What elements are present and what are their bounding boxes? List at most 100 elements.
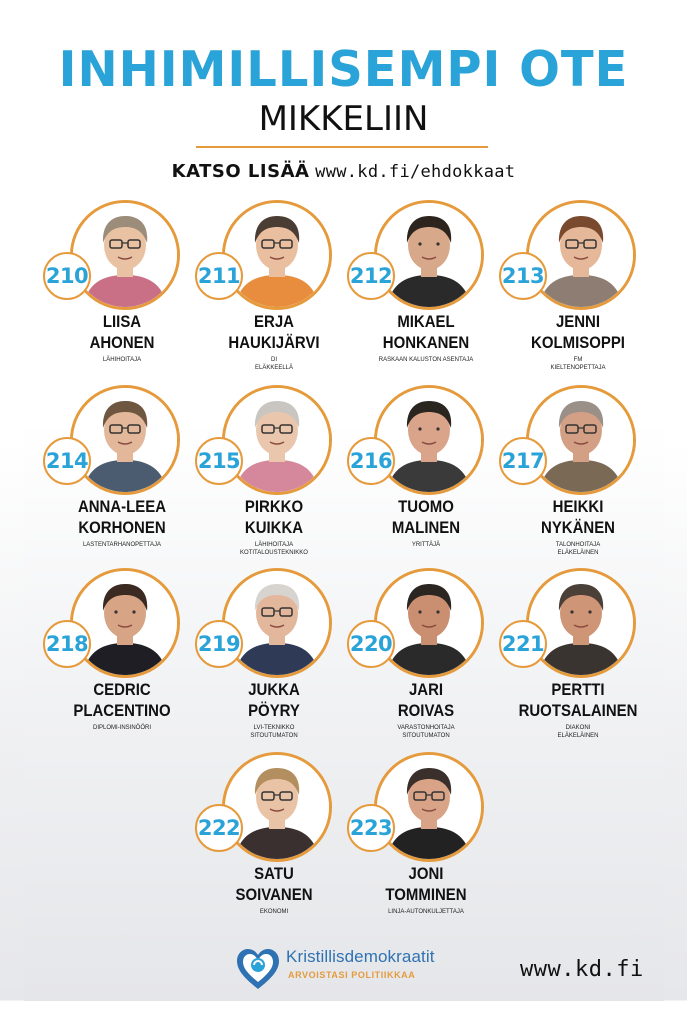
candidate-occupation: DIPLOMI-INSINÖÖRI — [43, 724, 201, 732]
candidate-name: TUOMO MALINEN — [356, 496, 495, 538]
portrait-drawing — [225, 388, 329, 492]
candidate-portrait — [222, 568, 332, 678]
candidate-card[interactable]: 215 PIRKKO KUIKKA LÄHIHOITAJA KOTITALOUSTEKN… — [195, 385, 345, 560]
candidate-first-name: JUKKA — [248, 680, 300, 699]
occupation-line: LÄHIHOITAJA — [254, 542, 294, 548]
candidate-occupation: VARASTONHOITAJA SITOUTUMATON — [347, 724, 505, 740]
poster-title: INHIMILLISEMPI OTE — [58, 41, 629, 98]
candidate-name: SATU SOIVANEN — [204, 863, 343, 905]
candidate-occupation: DI ELÄKKEELLÄ — [195, 356, 353, 372]
cta-url-link[interactable]: www.kd.fi/ehdokkaat — [315, 162, 516, 182]
candidate-name: JONI TOMMINEN — [356, 863, 495, 905]
candidate-portrait — [70, 200, 180, 310]
occupation-line: RASKAAN KALUSTON ASENTAJA — [378, 357, 474, 363]
candidate-last-name: RUOTSALAINEN — [518, 701, 638, 720]
occupation-line: YRITTÄJÄ — [411, 542, 441, 548]
candidate-last-name: HAUKIJÄRVI — [228, 333, 320, 352]
candidate-occupation: YRITTÄJÄ — [347, 541, 505, 549]
candidate-last-name: KOLMISOPPI — [531, 333, 625, 352]
candidate-card[interactable]: 219 JUKKA PÖYRY LVI-TEKNIKKO SITOUTUMATON — [195, 568, 345, 743]
cta-line: KATSO LISÄÄ www.kd.fi/ehdokkaat — [0, 159, 687, 185]
candidate-occupation: LASTENTARHANOPETTAJA — [43, 541, 201, 549]
candidate-card[interactable]: 223 JONI TOMMINEN LINJA-AUTONKULJETTAJA — [347, 752, 497, 927]
party-name: Kristillisdemokraatit — [286, 947, 435, 966]
occupation-line: DIAKONI — [565, 725, 591, 731]
occupation-line: KIELTENOPETTAJA — [550, 365, 606, 371]
occupation-line: LASTENTARHANOPETTAJA — [82, 542, 162, 548]
candidate-number-badge: 223 — [347, 804, 395, 852]
candidate-portrait — [374, 200, 484, 310]
portrait-drawing — [529, 203, 633, 307]
candidate-occupation: FM KIELTENOPETTAJA — [499, 356, 657, 372]
candidate-card[interactable]: 213 JENNI KOLMISOPPI FM KIELTENOPETTAJA — [499, 200, 649, 375]
website-link[interactable]: www.kd.fi — [520, 957, 644, 982]
candidate-last-name: HONKANEN — [382, 333, 470, 352]
occupation-line: DI — [271, 357, 277, 363]
candidate-occupation: LVI-TEKNIKKO SITOUTUMATON — [195, 724, 353, 740]
candidate-last-name: PÖYRY — [248, 701, 300, 720]
portrait-drawing — [377, 203, 481, 307]
candidate-card[interactable]: 217 HEIKKI NYKÄNEN TALONHOITAJA ELÄKELÄINEN — [499, 385, 649, 560]
candidate-portrait — [374, 752, 484, 862]
candidate-card[interactable]: 212 MIKAEL HONKANEN RASKAAN KALUSTON ASENTA… — [347, 200, 497, 375]
candidate-first-name: SATU — [254, 864, 294, 883]
candidate-portrait — [222, 752, 332, 862]
occupation-line: KOTITALOUSTEKNIKKO — [240, 550, 308, 556]
candidate-card[interactable]: 218 CEDRIC PLACENTINO DIPLOMI-INSINÖÖRI — [43, 568, 193, 743]
occupation-line: ELÄKKEELLÄ — [254, 365, 294, 371]
candidate-first-name: HEIKKI — [552, 497, 604, 516]
candidate-first-name: JARI — [408, 680, 444, 699]
candidate-number-badge: 222 — [195, 804, 243, 852]
candidate-number-badge: 213 — [499, 252, 547, 300]
candidate-first-name: JONI — [408, 864, 444, 883]
cta-label: KATSO LISÄÄ — [171, 161, 310, 182]
candidate-portrait — [222, 385, 332, 495]
candidate-last-name: KORHONEN — [78, 518, 166, 537]
candidate-portrait — [70, 385, 180, 495]
candidate-name: ERJA HAUKIJÄRVI — [204, 311, 343, 353]
candidate-portrait — [374, 385, 484, 495]
candidate-name: ANNA-LEEA KORHONEN — [52, 496, 191, 538]
candidate-card[interactable]: 222 SATU SOIVANEN EKONOMI — [195, 752, 345, 927]
candidate-number-badge: 216 — [347, 437, 395, 485]
candidate-first-name: ANNA-LEEA — [77, 497, 167, 516]
candidate-name: LIISA AHONEN — [52, 311, 191, 353]
candidate-occupation: RASKAAN KALUSTON ASENTAJA — [347, 356, 505, 364]
portrait-drawing — [377, 571, 481, 675]
candidate-occupation: LÄHIHOITAJA — [43, 356, 201, 364]
candidate-first-name: CEDRIC — [93, 680, 151, 699]
candidate-card[interactable]: 221 PERTTI RUOTSALAINEN DIAKONI ELÄKELÄINEN — [499, 568, 649, 743]
candidate-portrait — [374, 568, 484, 678]
candidate-card[interactable]: 220 JARI ROIVAS VARASTONHOITAJA SITOUTUMATON — [347, 568, 497, 743]
occupation-line: SITOUTUMATON — [250, 733, 298, 739]
portrait-drawing — [225, 571, 329, 675]
candidate-first-name: ERJA — [254, 312, 294, 331]
portrait-drawing — [225, 203, 329, 307]
heart-logo-icon — [237, 949, 279, 989]
occupation-line: VARASTONHOITAJA — [397, 725, 455, 731]
candidate-first-name: LIISA — [102, 312, 142, 331]
candidate-portrait — [70, 568, 180, 678]
occupation-line: DIPLOMI-INSINÖÖRI — [92, 725, 151, 731]
occupation-line: LINJA-AUTONKULJETTAJA — [388, 909, 464, 915]
portrait-drawing — [73, 388, 177, 492]
candidate-card[interactable]: 216 TUOMO MALINEN YRITTÄJÄ — [347, 385, 497, 560]
party-logo[interactable]: Kristillisdemokraatit ARVOISTASI POLITII… — [234, 945, 454, 995]
candidate-number-badge: 211 — [195, 252, 243, 300]
candidate-first-name: MIKAEL — [397, 312, 455, 331]
candidate-number-badge: 218 — [43, 620, 91, 668]
candidate-card[interactable]: 214 ANNA-LEEA KORHONEN LASTENTARHANOPETTAJA — [43, 385, 193, 560]
party-slogan: ARVOISTASI POLITIIKKAA — [288, 970, 416, 980]
candidate-name: HEIKKI NYKÄNEN — [508, 496, 647, 538]
occupation-line: LVI-TEKNIKKO — [253, 725, 295, 731]
candidate-last-name: TOMMINEN — [385, 885, 467, 904]
candidate-last-name: KUIKKA — [244, 518, 304, 537]
candidate-card[interactable]: 210 LIISA AHONEN LÄHIHOITAJA — [43, 200, 193, 375]
portrait-drawing — [529, 388, 633, 492]
candidate-card[interactable]: 211 ERJA HAUKIJÄRVI DI ELÄKKEELLÄ — [195, 200, 345, 375]
occupation-line: LÄHIHOITAJA — [102, 357, 142, 363]
occupation-line: TALONHOITAJA — [555, 542, 601, 548]
candidate-portrait — [526, 200, 636, 310]
candidate-last-name: NYKÄNEN — [541, 518, 615, 537]
title-divider — [196, 146, 488, 148]
